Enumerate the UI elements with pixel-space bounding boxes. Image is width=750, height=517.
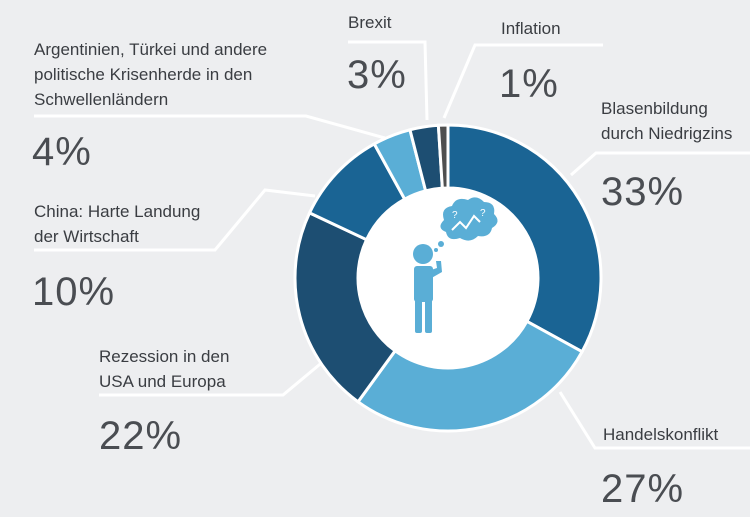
value-inflation: 1% xyxy=(499,62,559,106)
label-line: Blasenbildung xyxy=(601,99,708,118)
label-rezession: Rezession in den USA und Europa xyxy=(99,344,229,394)
label-line: durch Niedrigzins xyxy=(601,124,733,143)
leader-line xyxy=(558,391,750,450)
label-brexit: Brexit xyxy=(348,10,391,35)
label-line: Handelskonflikt xyxy=(603,425,719,444)
label-line: Argentinien, Türkei und andere xyxy=(34,40,268,59)
leader-lines xyxy=(34,40,750,450)
label-handelskonflikt: Handelskonflikt xyxy=(603,422,718,447)
label-line: Schwellenländern xyxy=(34,90,169,109)
label-china: China: Harte Landung der Wirtschaft xyxy=(34,199,200,249)
value-blasenbildung: 33% xyxy=(601,170,685,214)
leader-line xyxy=(348,40,429,121)
label-line: China: Harte Landung xyxy=(34,202,201,221)
value-schwellenlaender: 4% xyxy=(32,130,92,174)
leader-line xyxy=(99,358,326,397)
thought-bubble-icon: ? ? xyxy=(434,197,498,252)
label-line: USA und Europa xyxy=(99,372,226,391)
leader-line xyxy=(570,151,750,177)
svg-text:?: ? xyxy=(452,210,458,221)
value-china: 10% xyxy=(32,270,116,314)
label-line: Rezession in den xyxy=(99,347,230,366)
label-line: Inflation xyxy=(501,19,561,38)
leader-line xyxy=(442,43,603,119)
label-line: Brexit xyxy=(348,13,392,32)
value-rezession: 22% xyxy=(99,414,183,458)
label-schwellenlaender: Argentinien, Türkei und andere politisch… xyxy=(34,37,267,112)
svg-text:?: ? xyxy=(480,208,486,219)
leader-line xyxy=(34,114,386,140)
donut-hole xyxy=(358,188,538,368)
thinking-person-icon xyxy=(413,244,442,333)
label-inflation: Inflation xyxy=(501,16,561,41)
value-handelskonflikt: 27% xyxy=(601,467,685,511)
label-line: politische Krisenherde in den xyxy=(34,65,253,84)
leader-line xyxy=(34,188,316,252)
label-blasenbildung: Blasenbildung durch Niedrigzins xyxy=(601,96,732,146)
label-line: der Wirtschaft xyxy=(34,227,139,246)
value-brexit: 3% xyxy=(347,53,407,97)
